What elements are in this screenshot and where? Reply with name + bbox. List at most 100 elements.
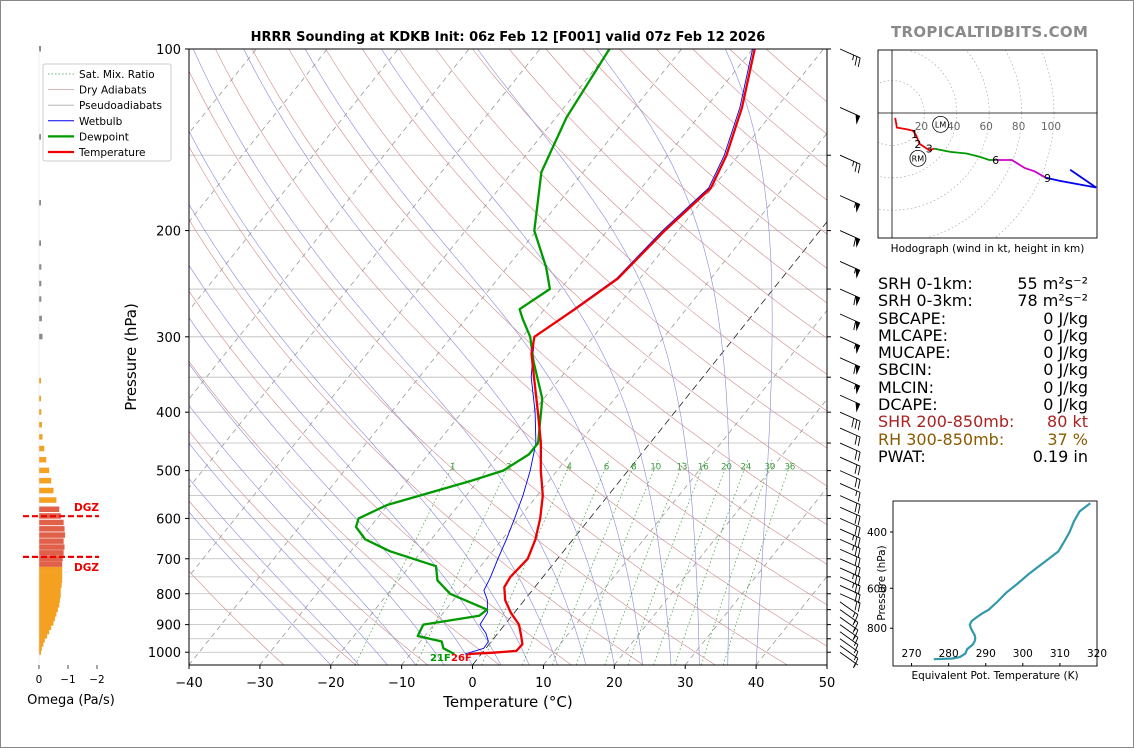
hodograph-plot-area: 20 40 60 80 100 12 3 6 9 LM RM bbox=[878, 50, 1097, 238]
hodograph-height-label: 6 bbox=[992, 154, 999, 167]
theta-e-y-tick-label: 800 bbox=[867, 623, 887, 635]
theta-e-x-tick-label: 320 bbox=[1087, 648, 1107, 660]
wind-barb-staff bbox=[839, 154, 861, 165]
y-tick-label: 1000 bbox=[148, 646, 181, 661]
x-tick-label: −10 bbox=[388, 676, 415, 691]
wind-barb-half-feather bbox=[852, 635, 856, 641]
wind-barb-staff bbox=[839, 506, 861, 517]
wind-barb-flag bbox=[855, 295, 861, 307]
wind-barb-staff bbox=[839, 442, 861, 453]
omega-bar bbox=[39, 487, 54, 494]
x-tick-label: −20 bbox=[317, 676, 344, 691]
mixing-ratio-line bbox=[521, 459, 610, 665]
stat-row: SHR 200-850mb: 80 kt bbox=[878, 412, 1088, 432]
stat-label: SRH 0-1km: bbox=[878, 274, 973, 293]
wind-barb-feather bbox=[854, 525, 858, 536]
wind-barb-staff bbox=[839, 651, 859, 666]
isotherm bbox=[1, 49, 44, 665]
y-tick-label: 200 bbox=[156, 225, 181, 240]
storm-motion-marker bbox=[909, 149, 927, 167]
omega-bar bbox=[39, 409, 42, 415]
theta-e-x-tick-label: 270 bbox=[902, 648, 922, 660]
wind-barb bbox=[839, 638, 859, 661]
x-tick-label: 40 bbox=[748, 676, 765, 691]
wind-barb-feather bbox=[857, 504, 861, 514]
stat-row: RH 300-850mb: 37 % bbox=[878, 430, 1088, 449]
wind-barb-half-feather bbox=[852, 627, 856, 633]
wind-barb-feather bbox=[854, 566, 858, 576]
omega-x-tick-label: −1 bbox=[60, 674, 75, 686]
wind-barb-feather bbox=[857, 479, 861, 489]
theta-e-x-tick-label: 290 bbox=[976, 648, 996, 660]
omega-bar bbox=[39, 645, 42, 651]
wind-barb-staff bbox=[839, 528, 861, 539]
wind-barb bbox=[839, 336, 861, 354]
theta-e-frame bbox=[892, 500, 1098, 667]
stat-label: SBCAPE: bbox=[878, 308, 947, 328]
omega-bar bbox=[39, 519, 64, 526]
omega-bar bbox=[39, 377, 41, 384]
wind-barb bbox=[839, 230, 861, 248]
brand-watermark: TROPICALTIDBITS.COM bbox=[891, 23, 1089, 41]
theta-e-line bbox=[933, 502, 1091, 661]
wind-barb-half-feather bbox=[852, 545, 855, 551]
omega-bar bbox=[39, 526, 65, 532]
omega-bar bbox=[39, 421, 42, 428]
dry-adiabat bbox=[472, 49, 827, 375]
mixing-ratio-label: 30 bbox=[765, 462, 776, 472]
wind-barb-feather bbox=[857, 548, 861, 558]
wind-barb-half-feather bbox=[854, 202, 857, 208]
wind-barb-staff bbox=[839, 394, 861, 405]
wind-barb bbox=[839, 495, 861, 514]
omega-bar bbox=[39, 315, 42, 322]
hodograph-height-label: 1 bbox=[911, 128, 918, 141]
wind-barb-flag bbox=[855, 237, 861, 248]
wind-barb bbox=[839, 456, 861, 476]
wind-barb-feather bbox=[857, 466, 861, 476]
hodograph-height-label: 2 bbox=[914, 138, 921, 151]
wind-barb-staff bbox=[839, 107, 861, 117]
wind-barb-feather bbox=[857, 57, 861, 68]
stat-value: 0 J/kg bbox=[1043, 377, 1088, 397]
pseudoadiabat bbox=[189, 511, 331, 665]
x-tick-label: 20 bbox=[606, 676, 623, 691]
wind-barb-feather bbox=[853, 637, 859, 647]
y-axis-label: Pressure (hPa) bbox=[122, 303, 140, 411]
dry-adiabat bbox=[288, 49, 827, 565]
pseudoadiabat bbox=[189, 363, 445, 665]
hodograph-ring-label: 40 bbox=[947, 121, 960, 133]
hodograph-trace bbox=[1045, 168, 1097, 189]
wind-barb bbox=[839, 470, 861, 489]
wind-barb-staff bbox=[839, 567, 861, 578]
omega-bar bbox=[39, 592, 61, 598]
wind-barb-staff bbox=[839, 495, 861, 505]
wind-barb bbox=[839, 528, 861, 548]
wind-barb-staff bbox=[839, 230, 861, 240]
wind-barb-feather bbox=[854, 450, 858, 460]
dgz-label: DGZ bbox=[74, 502, 99, 514]
storm-motion-label: LM bbox=[935, 120, 946, 129]
pseudoadiabat bbox=[189, 203, 530, 665]
wind-barb-staff bbox=[839, 638, 859, 652]
wind-barb-half-feather bbox=[855, 490, 858, 497]
stat-label: SBCIN: bbox=[878, 360, 933, 380]
omega-bar bbox=[39, 199, 41, 206]
wind-barb-feather bbox=[857, 567, 861, 577]
omega-bar bbox=[39, 544, 65, 550]
stat-value: 80 kt bbox=[1047, 412, 1088, 432]
omega-bar bbox=[39, 538, 64, 544]
stat-value: 0 J/kg bbox=[1043, 360, 1088, 380]
legend-entry: Dry Adiabats bbox=[79, 85, 147, 97]
wind-barb bbox=[839, 261, 861, 279]
wind-barb-feather bbox=[853, 295, 857, 306]
wind-barb-staff bbox=[839, 538, 861, 549]
omega-bar bbox=[39, 477, 52, 484]
omega-bar bbox=[39, 587, 61, 593]
wind-barb-feather bbox=[851, 418, 855, 428]
stats-panel: SRH 0-1km: 55 m²s⁻² SRH 0-3km: 78 m²s⁻² SBCA… bbox=[878, 274, 1088, 466]
stat-label: MLCAPE: bbox=[878, 325, 948, 345]
stat-label: SHR 200-850mb: bbox=[878, 412, 1015, 432]
surface-temp-dewpoint-label: 21F bbox=[430, 653, 451, 664]
omega-x-tick-label: 0 bbox=[36, 674, 43, 686]
temperature-line bbox=[468, 49, 756, 656]
